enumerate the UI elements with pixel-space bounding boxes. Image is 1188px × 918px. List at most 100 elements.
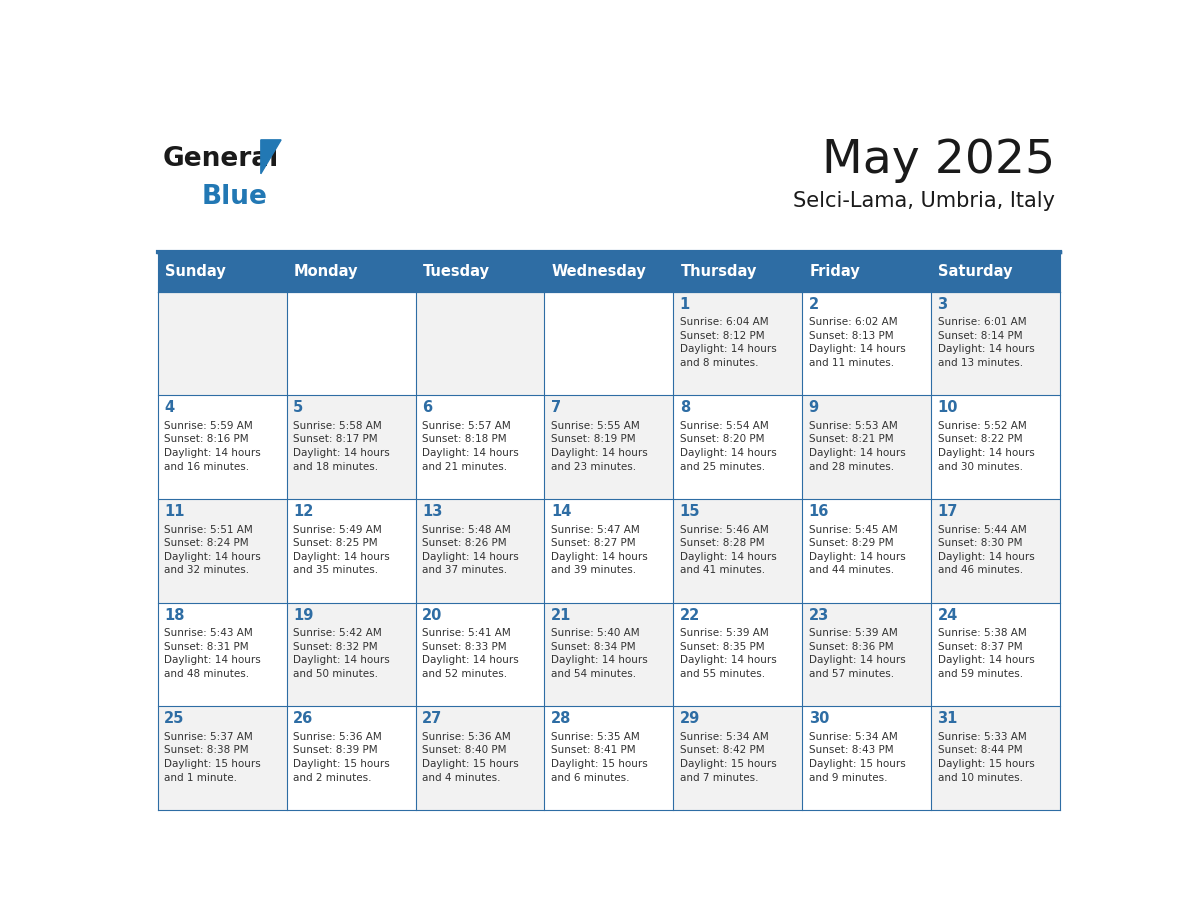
Bar bbox=[802, 396, 931, 499]
Text: Sunrise: 5:34 AM
Sunset: 8:42 PM
Daylight: 15 hours
and 7 minutes.: Sunrise: 5:34 AM Sunset: 8:42 PM Dayligh… bbox=[680, 732, 777, 782]
Bar bbox=[158, 706, 286, 810]
Text: 28: 28 bbox=[551, 711, 571, 726]
Bar bbox=[931, 603, 1060, 706]
Bar bbox=[931, 706, 1060, 810]
Bar bbox=[931, 499, 1060, 603]
Text: Selci-Lama, Umbria, Italy: Selci-Lama, Umbria, Italy bbox=[794, 192, 1055, 211]
Text: 4: 4 bbox=[164, 400, 175, 416]
Text: Sunrise: 5:51 AM
Sunset: 8:24 PM
Daylight: 14 hours
and 32 minutes.: Sunrise: 5:51 AM Sunset: 8:24 PM Dayligh… bbox=[164, 524, 261, 576]
Text: 17: 17 bbox=[937, 504, 958, 519]
Bar bbox=[286, 499, 416, 603]
Text: 21: 21 bbox=[551, 608, 571, 622]
Text: 25: 25 bbox=[164, 711, 184, 726]
Bar bbox=[158, 292, 286, 396]
Text: 27: 27 bbox=[422, 711, 442, 726]
Bar bbox=[416, 603, 544, 706]
Bar bbox=[286, 292, 416, 396]
Text: Sunrise: 5:38 AM
Sunset: 8:37 PM
Daylight: 14 hours
and 59 minutes.: Sunrise: 5:38 AM Sunset: 8:37 PM Dayligh… bbox=[937, 628, 1035, 679]
Text: Sunrise: 5:57 AM
Sunset: 8:18 PM
Daylight: 14 hours
and 21 minutes.: Sunrise: 5:57 AM Sunset: 8:18 PM Dayligh… bbox=[422, 420, 519, 472]
Text: Sunrise: 5:39 AM
Sunset: 8:35 PM
Daylight: 14 hours
and 55 minutes.: Sunrise: 5:39 AM Sunset: 8:35 PM Dayligh… bbox=[680, 628, 777, 679]
Text: Sunrise: 5:39 AM
Sunset: 8:36 PM
Daylight: 14 hours
and 57 minutes.: Sunrise: 5:39 AM Sunset: 8:36 PM Dayligh… bbox=[809, 628, 905, 679]
Bar bbox=[158, 499, 286, 603]
Text: Sunrise: 5:49 AM
Sunset: 8:25 PM
Daylight: 14 hours
and 35 minutes.: Sunrise: 5:49 AM Sunset: 8:25 PM Dayligh… bbox=[293, 524, 390, 576]
Text: Friday: Friday bbox=[809, 264, 860, 279]
Bar bbox=[544, 396, 674, 499]
Text: 14: 14 bbox=[551, 504, 571, 519]
Text: Sunrise: 5:55 AM
Sunset: 8:19 PM
Daylight: 14 hours
and 23 minutes.: Sunrise: 5:55 AM Sunset: 8:19 PM Dayligh… bbox=[551, 420, 647, 472]
Bar bbox=[802, 292, 931, 396]
Text: Sunrise: 5:54 AM
Sunset: 8:20 PM
Daylight: 14 hours
and 25 minutes.: Sunrise: 5:54 AM Sunset: 8:20 PM Dayligh… bbox=[680, 420, 777, 472]
Text: Sunrise: 5:52 AM
Sunset: 8:22 PM
Daylight: 14 hours
and 30 minutes.: Sunrise: 5:52 AM Sunset: 8:22 PM Dayligh… bbox=[937, 420, 1035, 472]
Bar bbox=[802, 499, 931, 603]
Bar bbox=[931, 252, 1060, 292]
Text: Sunrise: 5:42 AM
Sunset: 8:32 PM
Daylight: 14 hours
and 50 minutes.: Sunrise: 5:42 AM Sunset: 8:32 PM Dayligh… bbox=[293, 628, 390, 679]
Bar bbox=[544, 499, 674, 603]
Text: Sunrise: 5:43 AM
Sunset: 8:31 PM
Daylight: 14 hours
and 48 minutes.: Sunrise: 5:43 AM Sunset: 8:31 PM Dayligh… bbox=[164, 628, 261, 679]
Text: Sunrise: 5:44 AM
Sunset: 8:30 PM
Daylight: 14 hours
and 46 minutes.: Sunrise: 5:44 AM Sunset: 8:30 PM Dayligh… bbox=[937, 524, 1035, 576]
Bar bbox=[544, 292, 674, 396]
Text: 18: 18 bbox=[164, 608, 184, 622]
Bar bbox=[416, 706, 544, 810]
Bar bbox=[544, 252, 674, 292]
Text: Sunrise: 5:45 AM
Sunset: 8:29 PM
Daylight: 14 hours
and 44 minutes.: Sunrise: 5:45 AM Sunset: 8:29 PM Dayligh… bbox=[809, 524, 905, 576]
Text: 31: 31 bbox=[937, 711, 958, 726]
Text: Sunrise: 5:59 AM
Sunset: 8:16 PM
Daylight: 14 hours
and 16 minutes.: Sunrise: 5:59 AM Sunset: 8:16 PM Dayligh… bbox=[164, 420, 261, 472]
Text: Wednesday: Wednesday bbox=[551, 264, 646, 279]
Text: 11: 11 bbox=[164, 504, 184, 519]
Text: May 2025: May 2025 bbox=[822, 139, 1055, 184]
Text: Sunrise: 5:33 AM
Sunset: 8:44 PM
Daylight: 15 hours
and 10 minutes.: Sunrise: 5:33 AM Sunset: 8:44 PM Dayligh… bbox=[937, 732, 1035, 782]
Bar bbox=[158, 603, 286, 706]
Text: Sunrise: 5:34 AM
Sunset: 8:43 PM
Daylight: 15 hours
and 9 minutes.: Sunrise: 5:34 AM Sunset: 8:43 PM Dayligh… bbox=[809, 732, 905, 782]
Text: Sunrise: 5:35 AM
Sunset: 8:41 PM
Daylight: 15 hours
and 6 minutes.: Sunrise: 5:35 AM Sunset: 8:41 PM Dayligh… bbox=[551, 732, 647, 782]
Text: Sunrise: 6:02 AM
Sunset: 8:13 PM
Daylight: 14 hours
and 11 minutes.: Sunrise: 6:02 AM Sunset: 8:13 PM Dayligh… bbox=[809, 318, 905, 368]
Text: Sunrise: 5:36 AM
Sunset: 8:39 PM
Daylight: 15 hours
and 2 minutes.: Sunrise: 5:36 AM Sunset: 8:39 PM Dayligh… bbox=[293, 732, 390, 782]
Text: Sunrise: 5:40 AM
Sunset: 8:34 PM
Daylight: 14 hours
and 54 minutes.: Sunrise: 5:40 AM Sunset: 8:34 PM Dayligh… bbox=[551, 628, 647, 679]
Text: General: General bbox=[163, 145, 278, 172]
Polygon shape bbox=[261, 140, 282, 174]
Text: 3: 3 bbox=[937, 297, 948, 312]
Text: Sunrise: 5:37 AM
Sunset: 8:38 PM
Daylight: 15 hours
and 1 minute.: Sunrise: 5:37 AM Sunset: 8:38 PM Dayligh… bbox=[164, 732, 261, 782]
Text: 23: 23 bbox=[809, 608, 829, 622]
Bar bbox=[286, 252, 416, 292]
Bar bbox=[286, 396, 416, 499]
Bar bbox=[416, 396, 544, 499]
Text: Sunday: Sunday bbox=[165, 264, 226, 279]
Text: Blue: Blue bbox=[202, 185, 267, 210]
Bar bbox=[416, 499, 544, 603]
Bar bbox=[674, 499, 802, 603]
Bar bbox=[802, 603, 931, 706]
Text: 1: 1 bbox=[680, 297, 690, 312]
Text: 22: 22 bbox=[680, 608, 700, 622]
Bar bbox=[286, 603, 416, 706]
Text: Tuesday: Tuesday bbox=[423, 264, 489, 279]
Text: 30: 30 bbox=[809, 711, 829, 726]
Bar bbox=[416, 252, 544, 292]
Text: 6: 6 bbox=[422, 400, 432, 416]
Text: Sunrise: 6:01 AM
Sunset: 8:14 PM
Daylight: 14 hours
and 13 minutes.: Sunrise: 6:01 AM Sunset: 8:14 PM Dayligh… bbox=[937, 318, 1035, 368]
Bar bbox=[802, 252, 931, 292]
Text: Sunrise: 5:47 AM
Sunset: 8:27 PM
Daylight: 14 hours
and 39 minutes.: Sunrise: 5:47 AM Sunset: 8:27 PM Dayligh… bbox=[551, 524, 647, 576]
Bar bbox=[158, 252, 286, 292]
Bar bbox=[544, 706, 674, 810]
Text: 19: 19 bbox=[293, 608, 314, 622]
Text: 24: 24 bbox=[937, 608, 958, 622]
Text: 16: 16 bbox=[809, 504, 829, 519]
Bar bbox=[931, 396, 1060, 499]
Bar bbox=[286, 706, 416, 810]
Bar bbox=[416, 292, 544, 396]
Text: 9: 9 bbox=[809, 400, 819, 416]
Text: 10: 10 bbox=[937, 400, 958, 416]
Text: 8: 8 bbox=[680, 400, 690, 416]
Text: Sunrise: 5:46 AM
Sunset: 8:28 PM
Daylight: 14 hours
and 41 minutes.: Sunrise: 5:46 AM Sunset: 8:28 PM Dayligh… bbox=[680, 524, 777, 576]
Bar bbox=[674, 252, 802, 292]
Text: 13: 13 bbox=[422, 504, 442, 519]
Text: 15: 15 bbox=[680, 504, 700, 519]
Bar bbox=[544, 603, 674, 706]
Text: 12: 12 bbox=[293, 504, 314, 519]
Text: Sunrise: 5:48 AM
Sunset: 8:26 PM
Daylight: 14 hours
and 37 minutes.: Sunrise: 5:48 AM Sunset: 8:26 PM Dayligh… bbox=[422, 524, 519, 576]
Bar bbox=[674, 706, 802, 810]
Text: Saturday: Saturday bbox=[939, 264, 1013, 279]
Text: 2: 2 bbox=[809, 297, 819, 312]
Text: 5: 5 bbox=[293, 400, 303, 416]
Text: 20: 20 bbox=[422, 608, 442, 622]
